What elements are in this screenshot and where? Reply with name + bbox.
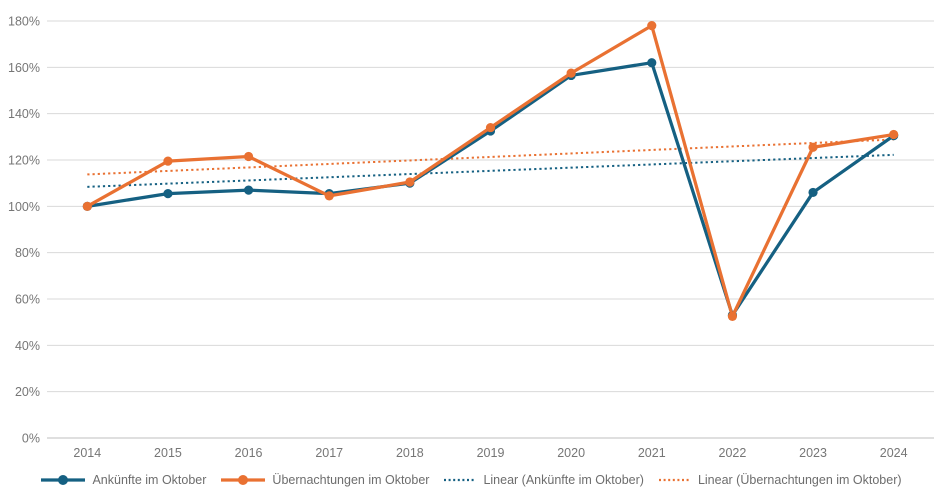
y-tick-label: 20% (15, 385, 40, 399)
legend-item-uebernachtungen: Übernachtungen im Oktober (220, 473, 429, 487)
y-tick-label: 40% (15, 339, 40, 353)
series-line (85, 61, 896, 317)
series-line (85, 24, 896, 318)
x-tick-label: 2021 (638, 446, 666, 460)
legend-swatch-dotted-orange-icon (658, 474, 692, 486)
data-point-marker (243, 185, 254, 195)
data-point-marker (566, 68, 576, 78)
x-tick-label: 2014 (73, 446, 101, 460)
legend-item-linear-uebernachtungen: Linear (Übernachtungen im Oktober) (658, 473, 902, 487)
x-tick-label: 2016 (235, 446, 263, 460)
y-tick-label: 120% (8, 154, 40, 168)
chart-legend: Ankünfte im Oktober Übernachtungen im Ok… (0, 473, 942, 487)
data-point-marker (647, 21, 657, 31)
data-point-marker (163, 156, 173, 166)
data-point-marker (163, 188, 173, 199)
x-tick-label: 2017 (315, 446, 343, 460)
data-point-marker (727, 311, 738, 321)
x-tick-label: 2020 (557, 446, 585, 460)
legend-swatch-dotted-blue-icon (443, 474, 477, 486)
y-tick-label: 80% (15, 246, 40, 260)
legend-item-ankuenfte: Ankünfte im Oktober (40, 473, 206, 487)
legend-swatch-solid-orange-icon (220, 474, 266, 486)
y-tick-label: 0% (22, 432, 40, 446)
legend-item-linear-ankuenfte: Linear (Ankünfte im Oktober) (443, 473, 644, 487)
trendline (87, 153, 894, 188)
legend-label: Übernachtungen im Oktober (272, 473, 430, 487)
legend-swatch-solid-blue-icon (40, 474, 86, 486)
x-tick-label: 2023 (799, 446, 827, 460)
x-tick-label: 2024 (880, 446, 908, 460)
data-point-marker (243, 151, 254, 162)
data-point-marker (485, 122, 496, 133)
data-point-marker (808, 187, 818, 198)
y-tick-label: 180% (8, 15, 40, 29)
y-tick-label: 100% (8, 200, 40, 214)
legend-label: Ankünfte im Oktober (92, 473, 207, 487)
legend-label: Linear (Ankünfte im Oktober) (483, 473, 644, 487)
data-point-marker (889, 129, 899, 140)
x-tick-label: 2019 (477, 446, 505, 460)
trendline (87, 138, 894, 176)
y-tick-label: 140% (8, 107, 40, 121)
legend-label: Linear (Übernachtungen im Oktober) (697, 473, 902, 487)
x-tick-label: 2022 (719, 446, 747, 460)
data-point-marker (82, 201, 92, 211)
y-tick-label: 160% (8, 61, 40, 75)
data-point-marker (647, 58, 657, 68)
data-point-marker (405, 177, 415, 187)
data-point-marker (808, 142, 818, 152)
x-tick-label: 2018 (396, 446, 424, 460)
x-tick-label: 2015 (154, 446, 182, 460)
data-point-marker (324, 191, 334, 201)
y-tick-label: 60% (15, 293, 40, 307)
